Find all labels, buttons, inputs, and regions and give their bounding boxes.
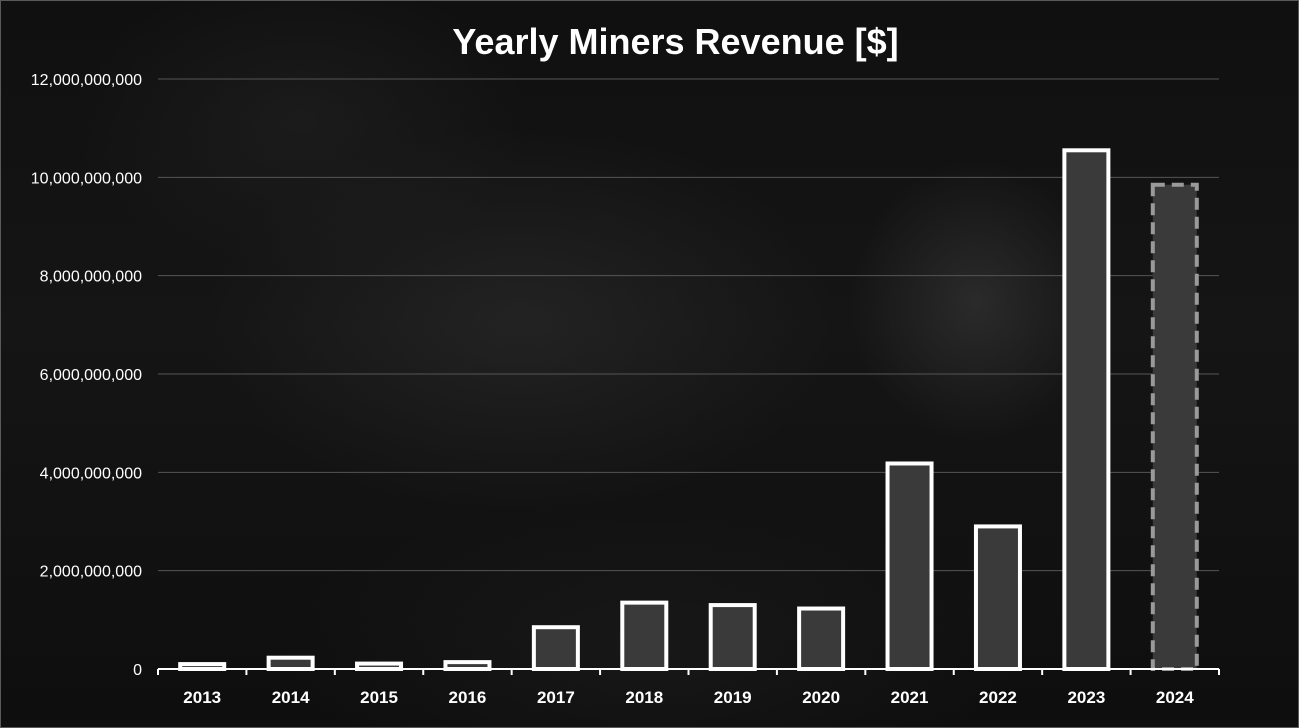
y-tick-label: 8,000,000,000 <box>40 269 142 286</box>
y-tick-label: 2,000,000,000 <box>40 564 142 581</box>
x-tick-label: 2013 <box>183 688 221 707</box>
x-tick-label: 2023 <box>1067 688 1105 707</box>
y-tick-label: 6,000,000,000 <box>40 367 142 384</box>
bar-2021 <box>885 461 934 671</box>
bar-2018 <box>620 600 669 671</box>
x-tick-label: 2024 <box>1156 688 1194 707</box>
x-tick-label: 2015 <box>360 688 398 707</box>
x-tick-label: 2021 <box>891 688 929 707</box>
bar-2023 <box>1062 148 1111 671</box>
y-tick-label: 10,000,000,000 <box>31 170 142 187</box>
x-tick-label: 2022 <box>979 688 1017 707</box>
bar-2020 <box>797 606 846 672</box>
x-tick-label: 2019 <box>714 688 752 707</box>
x-tick-label: 2014 <box>272 688 310 707</box>
x-tick-label: 2016 <box>449 688 487 707</box>
chart-title: Yearly Miners Revenue [$] <box>452 21 899 62</box>
bar-2014 <box>266 655 315 671</box>
y-tick-label: 0 <box>133 662 142 679</box>
y-tick-label: 12,000,000,000 <box>31 72 142 89</box>
x-tick-label: 2018 <box>625 688 663 707</box>
x-tick-label: 2020 <box>802 688 840 707</box>
bar-2024 <box>1150 182 1199 671</box>
bar-2017 <box>531 625 580 671</box>
bar-2016 <box>443 660 492 671</box>
x-tick-label: 2017 <box>537 688 575 707</box>
bar-2022 <box>973 524 1022 672</box>
bar-2019 <box>708 603 757 671</box>
y-tick-label: 4,000,000,000 <box>40 465 142 482</box>
